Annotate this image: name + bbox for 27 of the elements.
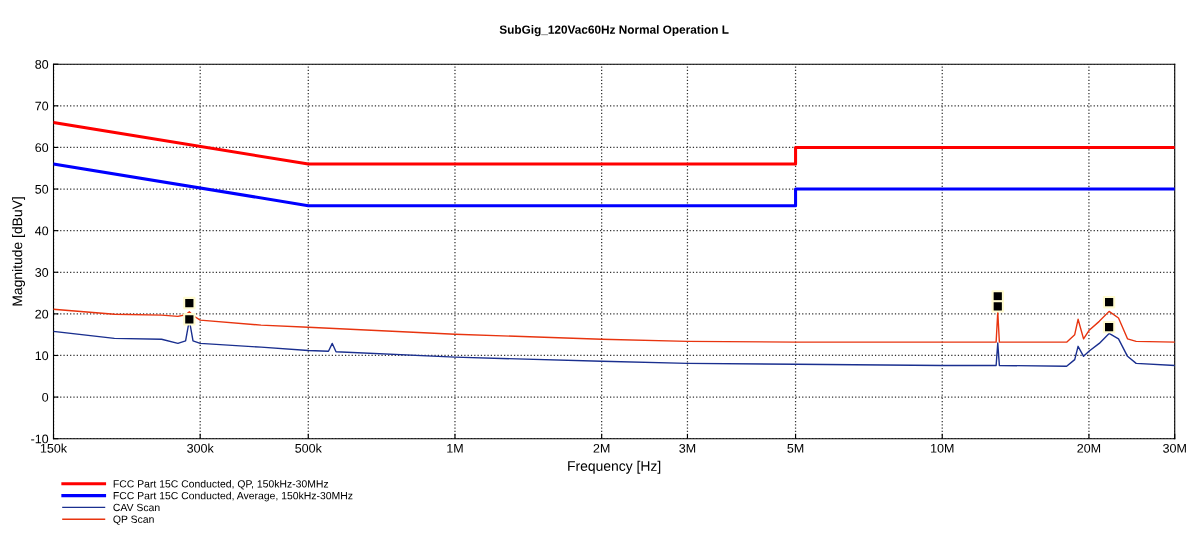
x-tick-label: 500k — [295, 443, 322, 453]
x-tick-label: 2M — [593, 443, 610, 453]
x-tick-label: 300k — [187, 443, 214, 453]
y-tick-label: 60 — [35, 143, 49, 153]
y-tick-label: 20 — [35, 309, 49, 319]
chart-title: SubGig_120Vac60Hz Normal Operation L — [499, 25, 729, 37]
y-tick-label: 80 — [35, 60, 49, 69]
y-tick-label: 40 — [35, 226, 49, 236]
x-tick-label: 1M — [447, 444, 463, 453]
y-tick-label: 50 — [35, 184, 49, 194]
y-tick-label: 10 — [35, 351, 49, 361]
y-tick-label: 0 — [42, 392, 49, 402]
legend-label: QP Scan — [113, 515, 154, 525]
legend-label: FCC Part 15C Conducted, Average, 150kHz-30MHz — [113, 491, 353, 502]
legend-label: CAV Scan — [113, 503, 160, 512]
x-tick-label: 10M — [931, 443, 954, 453]
x-tick-label: 3M — [679, 443, 696, 453]
x-axis-title: Frequency [Hz] — [568, 460, 661, 474]
x-tick-label: 30M — [1163, 443, 1186, 453]
y-axis-title: Magnitude [dBuV] — [12, 197, 26, 306]
y-tick-label: -10 — [31, 434, 49, 444]
x-tick-label: 20M — [1077, 443, 1101, 453]
y-tick-label: 70 — [35, 101, 49, 111]
legend-label: FCC Part 15C Conducted, QP, 150kHz-30MHz — [113, 479, 329, 490]
y-tick-label: 30 — [35, 268, 49, 277]
x-tick-label: 150k — [40, 443, 68, 453]
x-tick-label: 5M — [787, 444, 804, 453]
